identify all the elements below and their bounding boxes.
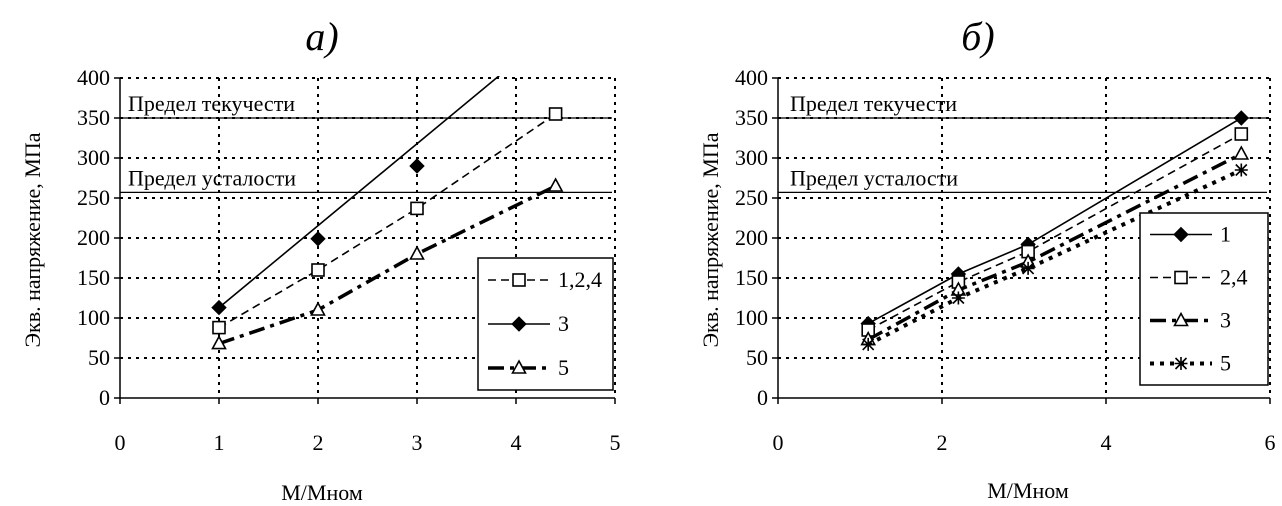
- panel-a-legend-marker: [512, 273, 526, 287]
- panel-a-data-point: [212, 320, 226, 335]
- panel-b-y-tick-label: 100: [735, 305, 768, 330]
- panel-a-series-line: [218, 184, 557, 346]
- panel-b-data-point: [861, 337, 875, 351]
- panel-b-legend-marker: [1174, 357, 1188, 370]
- panel-b-legend-marker: [1173, 311, 1189, 327]
- panel-a-data-point: [409, 245, 425, 260]
- panel-a-x-tick-label: 0: [115, 430, 126, 455]
- panel-a-y-tick-label: 300: [77, 145, 110, 170]
- panel-b-axes: 0 50 100 150 200 250 300 350 400 0 2 4 6: [735, 65, 1276, 455]
- panel-a-series-0: [212, 107, 563, 335]
- panel-b-x-tick-label: 0: [773, 430, 784, 455]
- panel-b-legend: 1 2,4 3 5: [1139, 212, 1269, 386]
- panel-a-legend-label: 1,2,4: [558, 267, 602, 292]
- panel-a-legend-marker: [511, 359, 527, 374]
- panel-a-legend-label: 3: [558, 311, 569, 336]
- panel-a-y-tick-label: 250: [77, 185, 110, 210]
- panel-a-data-point: [547, 177, 564, 192]
- panel-b-legend-label: 1: [1220, 222, 1231, 247]
- panel-a-y-tick-label: 100: [77, 305, 110, 330]
- panel-b-series-3: [861, 163, 1248, 351]
- panel-a-data-point: [310, 231, 326, 247]
- panel-b-legend-box: [1139, 212, 1269, 386]
- panel-b-series-line: [867, 152, 1243, 342]
- panel-a-axes: 0 50 100 150 200 250 300 350 400 0 1 2 3 4 5: [77, 65, 621, 455]
- panel-b: б) Экв. напряжение, МПа М/Мном Предел те…: [698, 14, 1276, 503]
- panel-a-legend-marker: [511, 316, 527, 332]
- panel-a-series: [211, 76, 564, 350]
- panel-b-x-tick-label: 4: [1101, 430, 1112, 455]
- panel-a-data-point: [410, 201, 424, 216]
- panel-a-data-point: [311, 263, 325, 277]
- panel-a-y-tick-label: 400: [77, 65, 110, 90]
- panel-b-legend-marker: [1173, 226, 1189, 243]
- panel-a-y-axis-title: Экв. напряжение, МПа: [20, 132, 45, 347]
- panel-b-series-line: [867, 117, 1242, 325]
- panel-a-data-point: [310, 301, 326, 316]
- panel-a-label: а): [305, 14, 338, 59]
- panel-a-legend-label: 5: [558, 355, 569, 380]
- panel-b-x-tick-label: 6: [1265, 430, 1276, 455]
- panel-b-data-point: [1234, 163, 1248, 177]
- panel-a-x-tick-label: 2: [313, 430, 324, 455]
- panel-a-x-tick-label: 3: [412, 430, 423, 455]
- panel-a-series-line: [218, 113, 557, 329]
- panel-a-x-tick-label: 1: [214, 430, 225, 455]
- panel-a-series-2: [211, 177, 564, 350]
- panel-b-series: [860, 110, 1250, 351]
- panel-a-legend: 1,2,4 3 5: [477, 257, 614, 391]
- panel-b-reference-lines: Предел текучести Предел усталости: [778, 91, 1267, 193]
- panel-b-y-tick-label: 300: [735, 145, 768, 170]
- panel-b-x-axis-title: М/Мном: [987, 478, 1069, 503]
- panel-a-x-tick-label: 4: [511, 430, 522, 455]
- panel-b-legend-label: 2,4: [1220, 265, 1248, 290]
- panel-a-reference-lines: Предел текучести Предел усталости: [120, 91, 612, 193]
- panel-a-y-tick-label: 50: [88, 345, 110, 370]
- panel-a-data-point: [211, 334, 227, 350]
- panel-a-ref-label-yield: Предел текучести: [128, 91, 295, 116]
- panel-a-series-line: [218, 76, 501, 309]
- panel-b-data-point: [1021, 261, 1035, 275]
- panel-b-y-tick-label: 200: [735, 225, 768, 250]
- panel-b-ref-label-fatigue: Предел усталости: [790, 165, 958, 190]
- panel-a-y-tick-label: 200: [77, 225, 110, 250]
- panel-b-legend-label: 5: [1220, 351, 1231, 376]
- panel-b-y-tick-label: 250: [735, 185, 768, 210]
- panel-a-data-point: [211, 299, 227, 316]
- panel-b-legend-marker: [1174, 270, 1188, 285]
- panel-b-y-tick-label: 350: [735, 105, 768, 130]
- panel-b-series-line: [867, 133, 1242, 331]
- panel-b-data-point: [1234, 127, 1249, 141]
- panel-b-data-point: [1233, 110, 1250, 126]
- panel-b-y-tick-label: 0: [757, 385, 768, 410]
- panel-b-label: б): [961, 14, 994, 59]
- panel-b-series-1: [861, 127, 1249, 337]
- panel-a-series-1: [211, 76, 501, 316]
- panel-a-x-tick-label: 5: [610, 430, 621, 455]
- panel-a-y-tick-label: 0: [99, 385, 110, 410]
- panel-b-series-line: [867, 168, 1243, 347]
- panel-b-y-axis-title: Экв. напряжение, МПа: [698, 132, 723, 347]
- panel-a-y-tick-label: 350: [77, 105, 110, 130]
- panel-b-y-tick-label: 50: [746, 345, 768, 370]
- panel-b-ref-label-yield: Предел текучести: [790, 91, 957, 116]
- panel-a-data-point: [548, 107, 563, 121]
- panel-b-data-point: [951, 291, 965, 305]
- panel-b-x-tick-label: 2: [937, 430, 948, 455]
- panel-a-x-axis-title: М/Мном: [281, 480, 363, 505]
- panel-a-y-tick-label: 150: [77, 265, 110, 290]
- panel-a-ref-label-fatigue: Предел усталости: [128, 165, 296, 190]
- panel-a: а) Экв. напряжение, МПа М/Мном Предел те…: [20, 14, 621, 505]
- panel-b-data-point: [1233, 145, 1250, 160]
- panel-b-y-tick-label: 400: [735, 65, 768, 90]
- panel-a-data-point: [409, 158, 425, 174]
- panel-b-y-tick-label: 150: [735, 265, 768, 290]
- panel-b-legend-label: 3: [1220, 308, 1231, 333]
